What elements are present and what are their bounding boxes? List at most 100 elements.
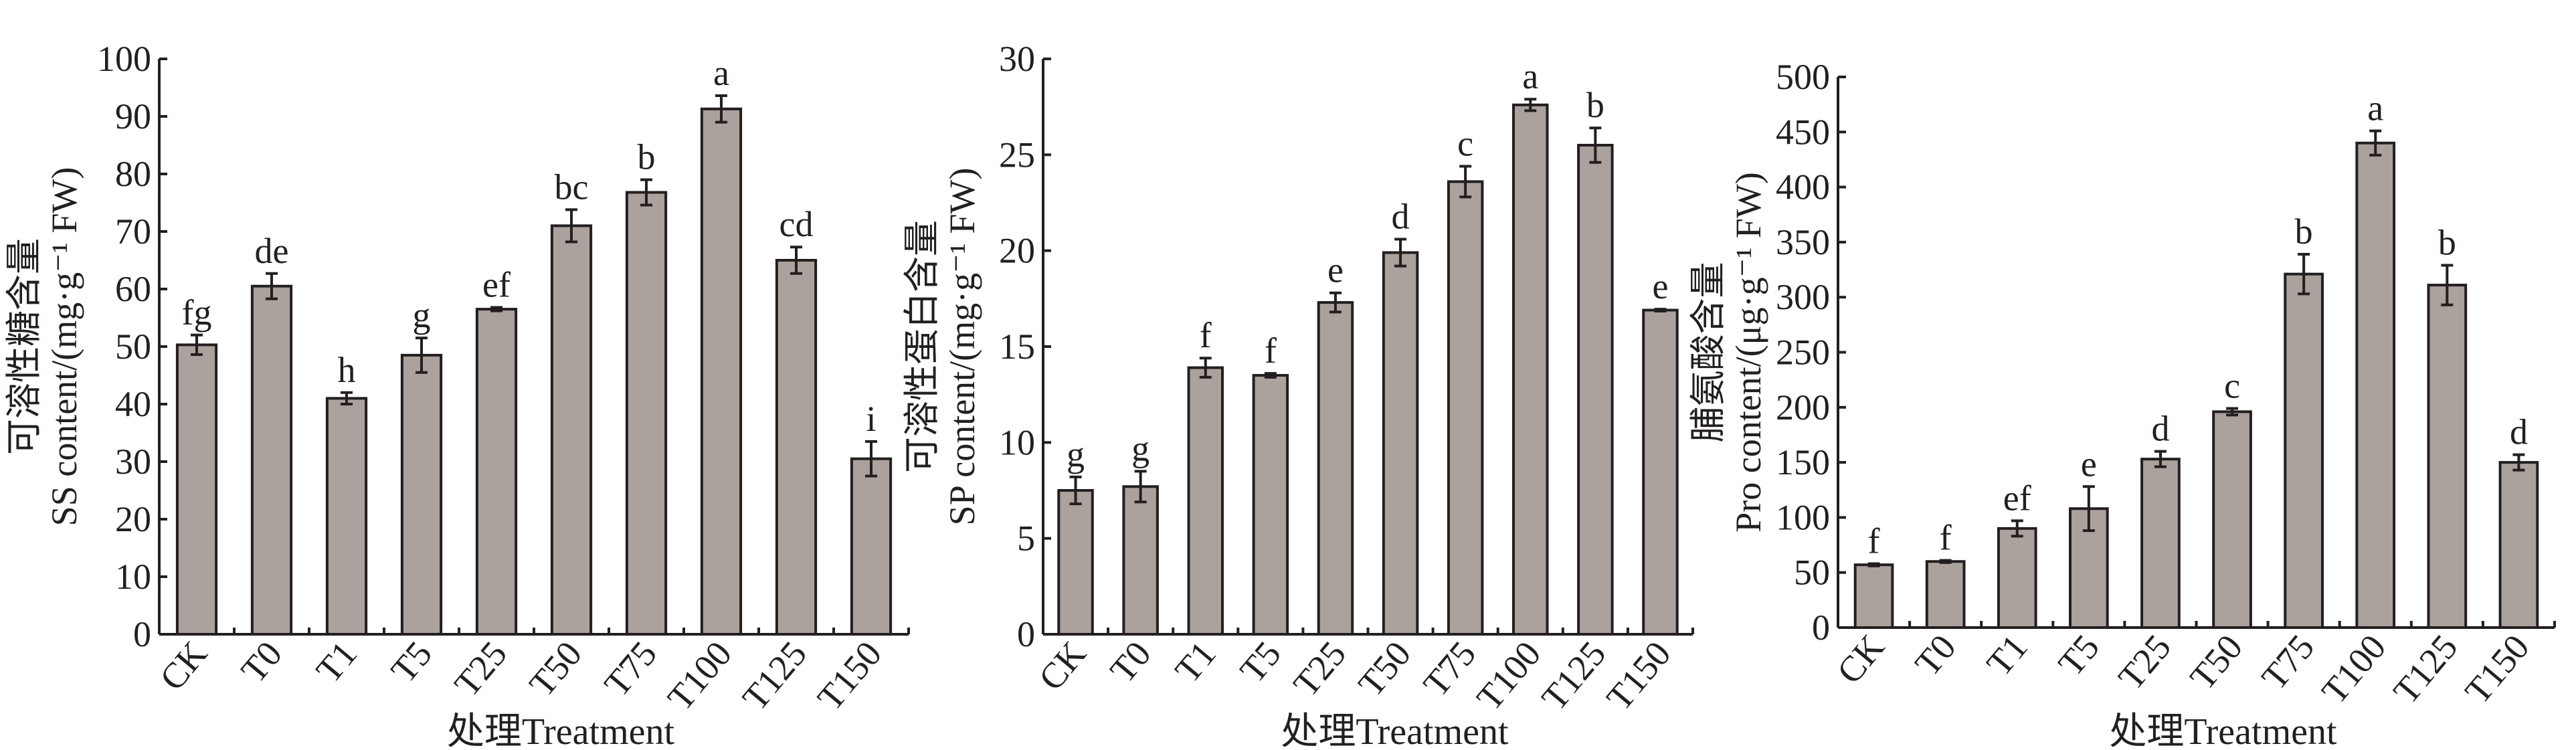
y-tick-label: 100 [1776,497,1830,537]
significance-letter: de [255,231,289,271]
bar-t125 [2427,284,2468,629]
bar-t150 [1642,308,1679,636]
x-tick-label: T125 [2385,627,2465,711]
y-tick-label: 0 [1812,607,1830,648]
significance-letter: g [1067,434,1085,474]
y-tick-label: 50 [1794,553,1830,593]
y-tick-label: 300 [1776,277,1830,317]
significance-letter: ef [2003,478,2031,518]
bar-t50 [2212,410,2252,629]
y-tick-label: 60 [115,269,151,309]
x-tick-label: T125 [1534,634,1613,718]
bar-t25 [1317,301,1354,636]
x-tick-label: T150 [810,634,889,718]
y-tick-label: 15 [999,326,1035,367]
bar-t150 [2498,461,2539,629]
x-tick-label: T50 [2182,627,2250,697]
y-tick-label: 20 [999,231,1035,271]
x-tick-label: T50 [521,634,589,704]
significance-letter: a [2367,88,2383,128]
x-tick-label: T150 [2457,627,2537,711]
bar-t25 [2140,458,2181,629]
x-tick-label: CK [1031,634,1094,698]
bar-t75 [1447,180,1484,636]
bar-t150 [850,457,893,636]
y-tick-label: 0 [133,614,151,654]
bar-t100 [2355,141,2396,629]
x-axis-title: 处理Treatment [2109,711,2337,750]
bar-t5 [400,353,443,636]
x-tick-label: T25 [1285,634,1354,704]
bar-t0 [250,284,293,636]
significance-letter: d [2151,409,2169,449]
x-axis-title: 处理Treatment [447,711,675,750]
y-tick-label: 150 [1776,442,1830,482]
y-tick-label: 40 [115,384,151,424]
chart-soluble-sugar: 0 10 20 30 40 50 60 70 80 90 100 fg CK de T0 h T1 g T5 ef T2… [4,39,910,750]
significance-letter: a [713,53,729,93]
significance-letter: e [1327,250,1344,290]
bar-t0 [1122,485,1159,636]
x-tick-label: T1 [1979,627,2035,684]
bar-t100 [700,107,743,636]
y-tick-label: 350 [1776,222,1830,262]
y-tick-label: 25 [999,134,1035,175]
bar-t25 [475,308,518,636]
y-axis-title-cn: 可溶性蛋白含量 [902,220,942,473]
x-tick-label: T100 [1469,634,1548,718]
bar-ck [1057,489,1094,636]
x-axis-title: 处理Treatment [1281,711,1509,750]
significance-letter: e [2081,444,2097,484]
y-tick-label: 90 [115,96,151,136]
significance-letter: i [866,399,876,439]
bar-ck [175,343,218,636]
x-tick-label: T5 [1232,634,1289,690]
bar-t100 [1512,103,1549,636]
y-tick-label: 30 [115,442,151,482]
significance-letter: fg [182,292,212,333]
bar-t50 [550,224,593,636]
x-tick-label: CK [152,634,215,698]
significance-letter: b [2438,222,2456,262]
x-tick-label: T75 [2253,627,2322,697]
y-axis-title-cn: 可溶性糖含量 [4,238,44,455]
x-tick-label: T0 [1907,627,1964,684]
y-tick-label: 0 [1017,614,1035,654]
y-axis-title: SS content/(mg·g⁻¹ FW) [44,167,84,527]
bar-t75 [625,191,668,636]
x-tick-label: T100 [660,634,739,718]
bar-t125 [1577,144,1614,636]
significance-letter: b [2295,211,2313,252]
y-tick-label: 100 [97,39,151,79]
y-axis-title-cn: 脯氨酸含量 [1688,262,1728,443]
significance-letter: f [1868,521,1880,561]
x-tick-label: T75 [596,634,664,704]
y-tick-label: 50 [115,326,151,367]
y-axis-title: SP content/(mg·g⁻¹ FW) [942,168,982,526]
x-tick-label: T125 [735,634,814,718]
significance-letter: g [413,295,431,335]
y-tick-label: 200 [1776,387,1830,428]
y-tick-label: 500 [1776,57,1830,97]
significance-letter: d [2510,412,2528,452]
significance-letter: b [1586,85,1604,125]
significance-letter: cd [779,204,814,244]
bar-t1 [325,397,368,636]
chart-proline: 0 50 100 150 200 250 300 350 400 450 500 f CK f T0 ef T1… [1688,57,2556,750]
y-axis-title: Pro content/(μg·g⁻¹ FW) [1728,172,1768,533]
significance-letter: h [338,350,356,390]
significance-letter: c [1457,124,1473,164]
y-tick-label: 70 [115,211,151,252]
y-tick-label: 10 [115,557,151,597]
significance-letter: bc [555,167,589,207]
bar-t50 [1382,251,1419,636]
bar-ck [1853,563,1894,629]
x-tick-label: T5 [383,634,440,690]
significance-letter: d [1392,196,1410,236]
significance-letter: b [638,137,656,177]
y-tick-label: 10 [999,422,1035,462]
y-tick-label: 80 [115,154,151,194]
significance-letter: a [1522,56,1538,96]
x-tick-label: T1 [308,634,365,690]
x-tick-label: T150 [1598,634,1678,718]
